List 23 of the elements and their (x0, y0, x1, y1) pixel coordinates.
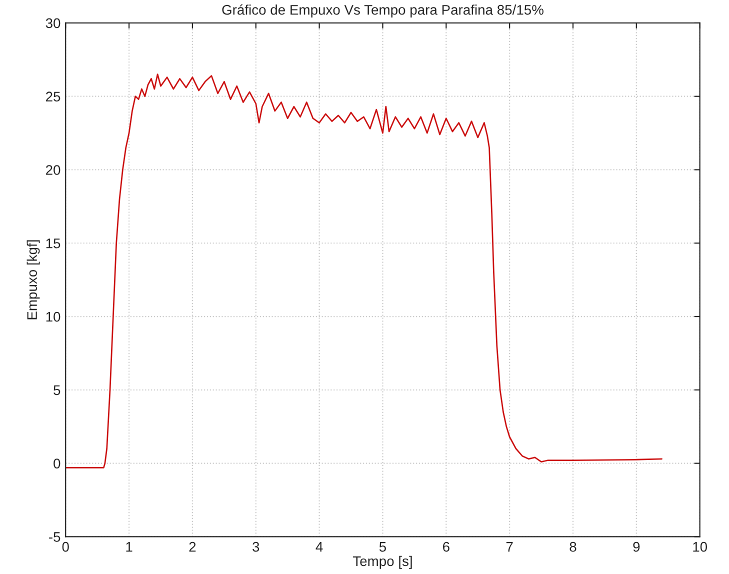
x-tick-label: 5 (379, 542, 386, 552)
y-tick-label: 15 (46, 238, 60, 248)
y-tick-label: 0 (54, 458, 60, 468)
x-tick-label: 6 (442, 542, 450, 552)
line-series (66, 74, 662, 468)
x-tick-label: 4 (316, 542, 323, 552)
x-tick-label: 7 (506, 542, 513, 552)
y-tick-label: 30 (46, 18, 60, 28)
y-tick-label: 25 (46, 92, 60, 102)
y-axis-title: Empuxo [kgf] (26, 240, 40, 320)
y-tick-label: 20 (46, 165, 60, 175)
x-tick-label: 3 (252, 542, 260, 552)
x-tick-label: 8 (570, 542, 576, 552)
x-tick-label: 0 (62, 542, 69, 552)
x-tick-label: 1 (126, 542, 132, 552)
y-tick-label: -5 (49, 532, 60, 542)
x-axis-title: Tempo [s] (352, 556, 412, 569)
x-tick-label: 10 (693, 542, 708, 552)
x-tick-label: 2 (189, 542, 196, 552)
y-tick-label: 5 (54, 385, 60, 396)
y-tick-label: 10 (46, 312, 60, 322)
chart-title: Gráfico de Empuxo Vs Tempo para Parafina 85/15% (222, 4, 544, 18)
x-tick-label: 9 (633, 542, 640, 552)
